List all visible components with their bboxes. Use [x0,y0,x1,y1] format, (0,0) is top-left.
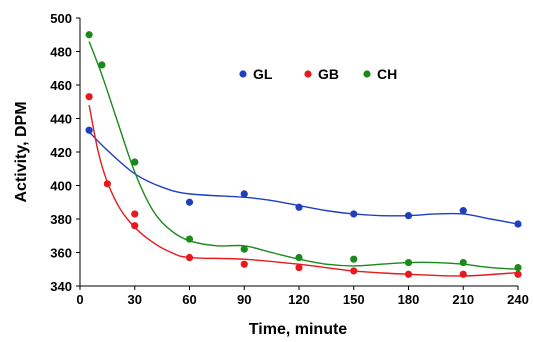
legend-label-ch: CH [377,66,397,82]
curve-gb [88,104,519,277]
point-gl [295,203,303,211]
point-ch [295,253,303,262]
point-gb [85,93,93,101]
y-tick-label: 500 [50,11,72,26]
y-tick-label: 360 [50,246,72,261]
legend-marker-gl [239,70,247,78]
x-tick-label: 30 [128,292,142,307]
point-ch [98,61,106,69]
point-gb [459,270,467,278]
y-tick-label: 400 [50,179,72,194]
point-gb [103,180,111,188]
y-tick-label: 380 [50,212,72,227]
x-tick-label: 240 [507,292,529,307]
x-tick-label: 60 [182,292,196,307]
data-points [85,31,522,278]
y-tick-label: 440 [50,112,72,127]
x-tick-label: 120 [288,292,310,307]
point-gl [459,207,467,215]
x-tick-label: 90 [237,292,251,307]
point-ch [185,235,194,243]
y-axis-ticks: 340 360 380 400 420 440 460 480 500 [50,11,80,294]
point-gb [404,270,413,278]
point-gl [350,210,358,218]
x-tick-label: 210 [452,292,474,307]
point-gl [85,126,93,134]
point-ch [459,258,467,267]
x-tick-label: 150 [343,292,365,307]
point-ch [404,258,413,267]
point-ch [350,255,358,263]
point-gb [185,253,194,262]
x-tick-label: 180 [398,292,420,307]
y-tick-label: 480 [50,45,72,60]
legend-marker-gb [304,70,312,78]
point-gl [240,190,248,198]
x-axis-title: Time, minute [249,321,347,338]
point-gb [240,260,248,268]
point-ch [131,158,139,166]
plot-frame [79,18,518,287]
legend-label-gb: GB [318,66,339,82]
point-gb [514,270,522,278]
point-gb [131,210,139,218]
x-axis-ticks: 0 30 60 90 120 150 180 210 240 [76,286,529,307]
curve-ch [88,41,519,270]
point-ch [85,31,93,39]
x-tick-label: 0 [76,292,83,307]
point-gl [514,220,522,228]
legend-label-gl: GL [253,66,273,82]
y-tick-label: 460 [50,78,72,93]
point-gb [350,267,358,275]
legend-marker-ch [363,70,371,78]
point-ch [240,245,248,253]
y-axis-title: Activity, DPM [13,101,30,202]
point-gl [185,198,194,206]
y-tick-label: 420 [50,145,72,160]
legend: GL GB CH [239,66,397,82]
point-gb [295,263,303,272]
point-gl [404,212,413,220]
point-gb [131,222,139,230]
fitted-curves [88,41,519,277]
curve-gl [88,131,519,225]
y-tick-label: 340 [50,279,72,294]
point-ch [514,263,522,272]
